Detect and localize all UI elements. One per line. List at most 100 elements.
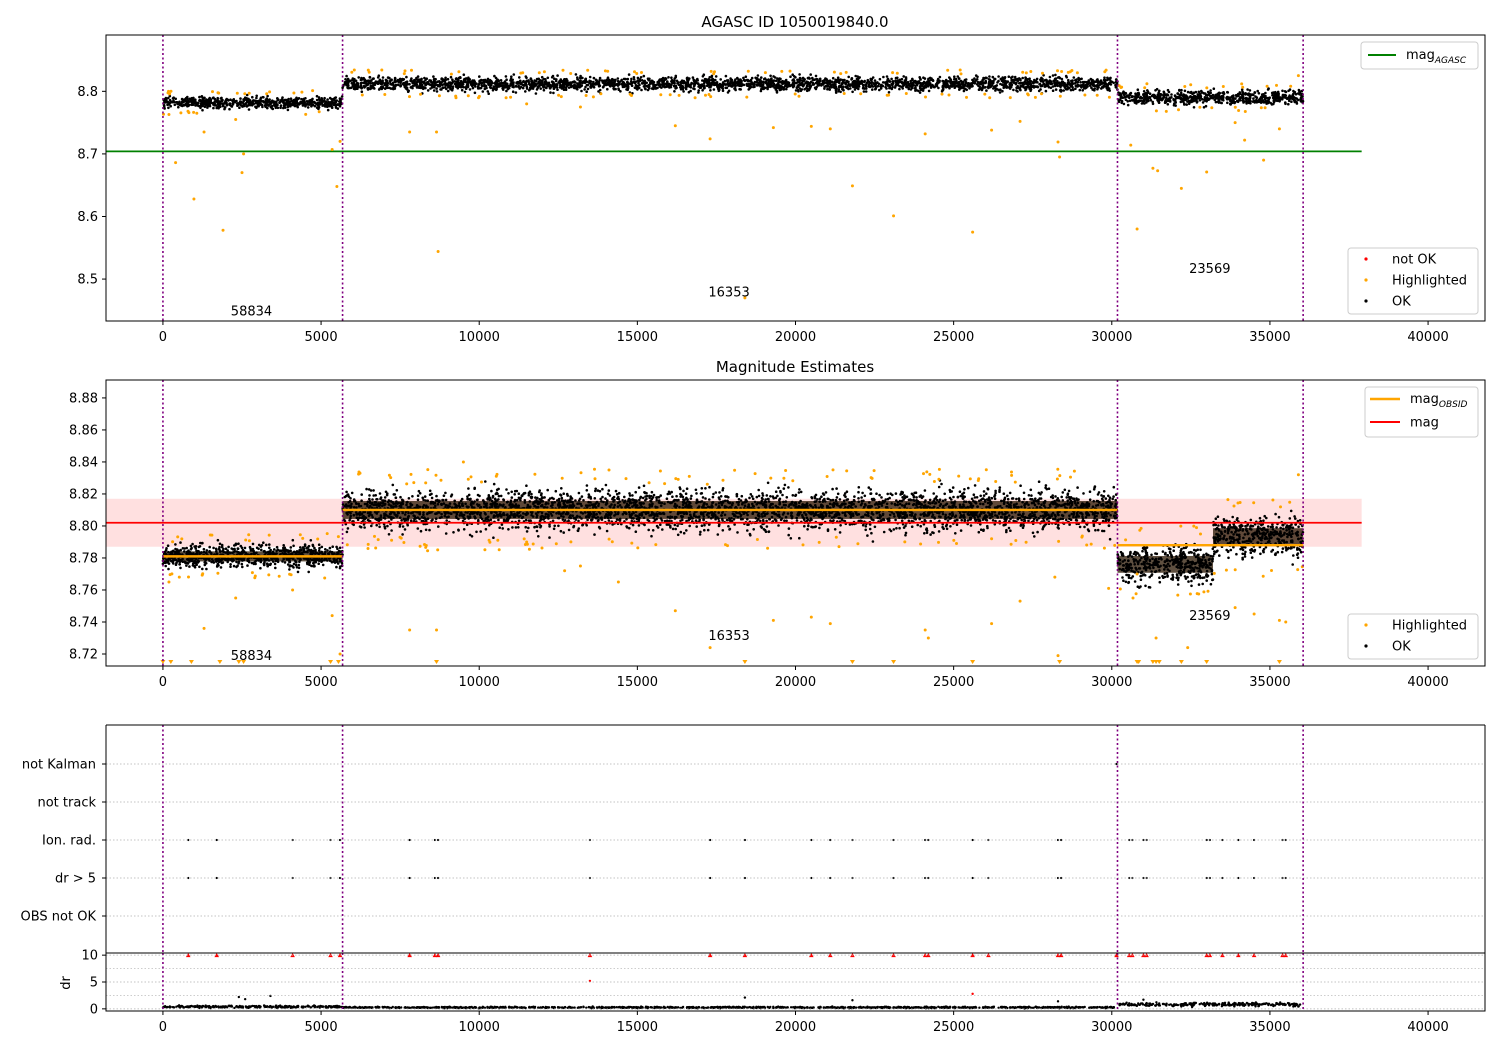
data-point-ok [179, 567, 182, 570]
data-point-ok [1271, 103, 1274, 106]
data-point-ok [512, 81, 515, 84]
data-point-ok [846, 80, 849, 83]
data-point-ok [687, 79, 690, 82]
data-point-ok [560, 86, 563, 89]
data-point-ok [1011, 76, 1014, 79]
data-point-ok [1054, 79, 1057, 82]
data-point-highlighted [833, 71, 836, 74]
data-point-ok [901, 87, 904, 90]
data-point-ok [885, 83, 888, 86]
data-point-ok [185, 97, 188, 100]
data-point-ok [190, 545, 193, 548]
data-point-ok [316, 106, 319, 109]
data-point-ok [392, 82, 395, 85]
data-point-highlighted [404, 69, 407, 72]
data-point-ok [755, 83, 758, 86]
data-point-ok [595, 79, 598, 82]
data-point-ok [669, 84, 672, 87]
data-point-ok [500, 79, 503, 82]
data-point-ok [1253, 100, 1256, 103]
data-point-ok [1090, 83, 1093, 86]
data-point-ok [274, 563, 277, 566]
data-point-ok [849, 87, 852, 90]
data-point-ok [1004, 76, 1007, 79]
data-point-ok [1145, 93, 1148, 96]
data-point-ok [592, 85, 595, 88]
data-point-highlighted [339, 140, 342, 143]
data-point-ok [709, 89, 712, 92]
data-point-ok [371, 82, 374, 85]
data-point-ok [971, 85, 974, 88]
data-point-ok [363, 85, 366, 88]
data-point-ok [662, 84, 665, 87]
data-point-highlighted [1262, 159, 1265, 162]
data-point-ok [206, 103, 209, 106]
data-point-ok [289, 550, 292, 553]
data-point-ok [556, 88, 559, 91]
data-point-ok [427, 81, 430, 84]
data-point-ok [525, 84, 528, 87]
data-point-ok [618, 83, 621, 86]
data-point-ok [1024, 76, 1027, 79]
data-point-ok [1112, 82, 1115, 85]
data-point-ok [320, 560, 323, 563]
data-point-ok [507, 88, 510, 91]
data-point-ok [825, 85, 828, 88]
data-point-ok [1125, 92, 1128, 95]
data-point-ok [404, 82, 407, 85]
data-point-ok [295, 561, 298, 564]
data-point-ok [273, 557, 276, 560]
data-point-ok [1241, 88, 1244, 91]
data-point-ok [219, 106, 222, 109]
data-point-ok [185, 547, 188, 550]
data-point-ok [382, 86, 385, 89]
data-point-ok [1222, 91, 1225, 94]
data-point-ok [370, 86, 373, 89]
data-point-ok [207, 99, 210, 102]
data-point-ok [1016, 85, 1019, 88]
data-point-ok [238, 106, 241, 109]
data-point-ok [488, 80, 491, 83]
data-point-highlighted [435, 131, 438, 134]
data-point-ok [1276, 100, 1279, 103]
data-point-ok [445, 83, 448, 86]
data-point-ok [760, 90, 763, 93]
data-point-ok [633, 76, 636, 79]
data-point-highlighted [1234, 106, 1237, 109]
data-point-ok [792, 82, 795, 85]
data-point-ok [853, 83, 856, 86]
data-point-ok [719, 78, 722, 81]
data-point-ok [585, 78, 588, 81]
data-point-ok [1169, 97, 1172, 100]
data-point-ok [205, 568, 208, 571]
data-point-ok [832, 77, 835, 80]
data-point-ok [887, 78, 890, 81]
data-point-ok [778, 87, 781, 90]
data-point-ok [742, 77, 745, 80]
data-point-ok [1014, 78, 1017, 81]
data-point-ok [597, 90, 600, 93]
data-point-ok [1012, 89, 1015, 92]
data-point-ok [882, 76, 885, 79]
data-point-highlighted [1136, 228, 1139, 231]
data-point-ok [644, 85, 647, 88]
data-point-ok [996, 84, 999, 87]
data-point-ok [640, 76, 643, 79]
data-point-ok [201, 542, 204, 545]
data-point-ok [942, 86, 945, 89]
data-point-ok [512, 90, 515, 93]
data-point-ok [544, 82, 547, 85]
data-point-ok [563, 86, 566, 89]
data-point-highlighted [318, 110, 321, 113]
data-point-ok [780, 85, 783, 88]
data-point-ok [760, 82, 763, 85]
data-point-ok [599, 84, 602, 87]
data-point-ok [324, 105, 327, 108]
data-point-highlighted [1289, 85, 1292, 88]
data-point-ok [759, 79, 762, 82]
data-point-ok [271, 107, 274, 110]
data-point-ok [380, 82, 383, 85]
data-point-ok [870, 79, 873, 82]
data-point-ok [1298, 89, 1301, 92]
data-point-ok [666, 85, 669, 88]
